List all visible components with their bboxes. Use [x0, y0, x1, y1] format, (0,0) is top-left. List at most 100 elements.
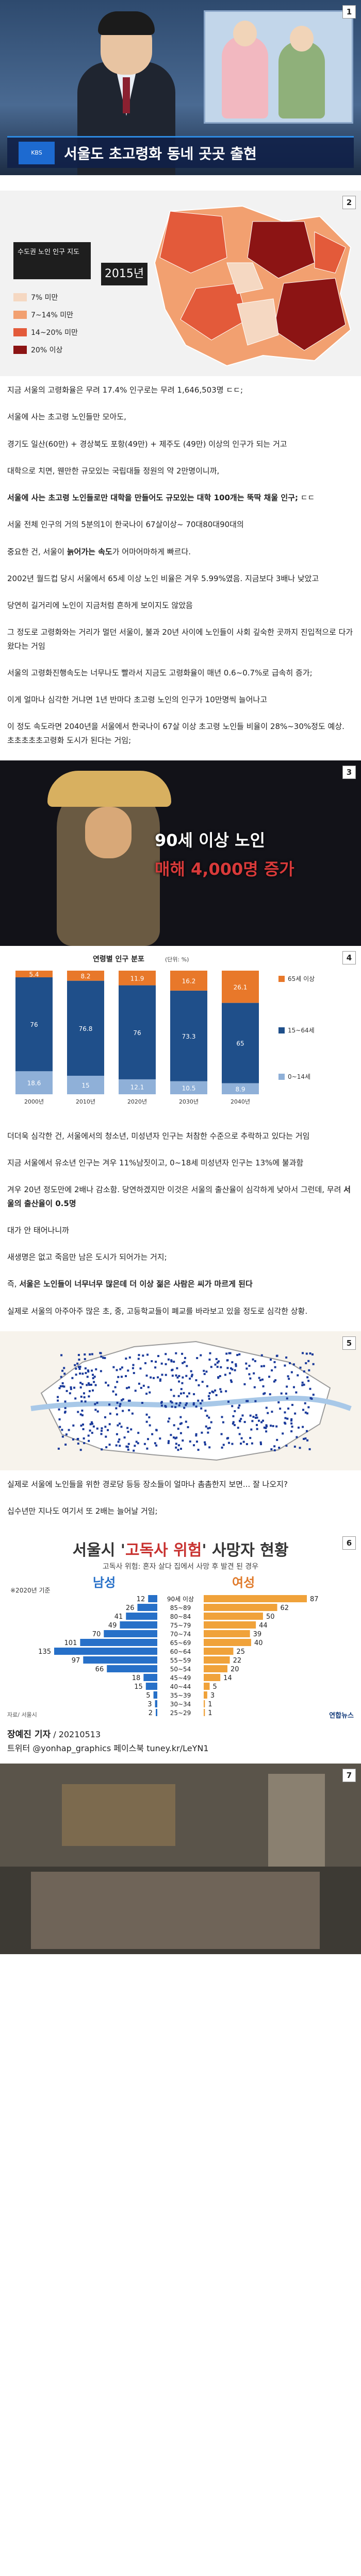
- senior-center-marker: [293, 1445, 296, 1448]
- senior-center-marker: [167, 1420, 170, 1422]
- senior-center-marker: [301, 1352, 304, 1354]
- senior-center-marker: [151, 1360, 153, 1362]
- senior-center-marker: [174, 1405, 177, 1408]
- senior-center-marker: [80, 1424, 83, 1427]
- senior-center-marker: [308, 1369, 310, 1371]
- senior-center-marker: [203, 1369, 205, 1372]
- senior-center-marker: [93, 1381, 95, 1383]
- senior-center-marker: [146, 1447, 149, 1450]
- female-bar: [204, 1604, 277, 1612]
- senior-center-marker: [171, 1374, 174, 1377]
- senior-center-marker: [91, 1431, 93, 1434]
- senior-center-marker: [105, 1381, 107, 1384]
- senior-center-marker: [189, 1377, 191, 1380]
- senior-center-marker: [210, 1365, 212, 1368]
- senior-center-marker: [201, 1380, 204, 1383]
- senior-center-marker: [252, 1358, 254, 1361]
- senior-center-marker: [96, 1427, 99, 1430]
- senior-center-marker: [147, 1438, 150, 1440]
- bar-value-label: 8.9: [235, 1086, 245, 1093]
- elder-figure-a: [222, 36, 268, 118]
- senior-center-marker: [252, 1415, 255, 1418]
- senior-center-marker: [220, 1433, 223, 1435]
- senior-center-marker: [77, 1353, 80, 1356]
- senior-center-marker: [88, 1439, 90, 1442]
- senior-center-marker: [262, 1385, 265, 1387]
- paragraph-text: 서울 전체 인구의 거의 5분의1이 한국나이 67살이상~ 70대80대90대…: [7, 520, 244, 530]
- senior-center-marker: [75, 1367, 77, 1370]
- male-header: 남성: [93, 1575, 116, 1590]
- senior-center-marker: [231, 1405, 234, 1408]
- senior-center-marker: [233, 1423, 236, 1426]
- senior-center-marker: [153, 1377, 155, 1379]
- paragraph: 서울에 사는 초고령 노인들만 모아도,: [7, 410, 354, 423]
- senior-center-marker: [64, 1400, 67, 1403]
- senior-center-marker: [128, 1409, 130, 1411]
- bar-segment: [67, 980, 104, 1076]
- senior-center-marker: [299, 1366, 302, 1369]
- senior-center-marker: [200, 1407, 203, 1410]
- senior-center-marker: [63, 1411, 66, 1414]
- senior-center-marker: [250, 1428, 253, 1431]
- senior-center-marker: [242, 1440, 245, 1443]
- senior-center-marker: [133, 1371, 135, 1374]
- senior-center-marker: [236, 1353, 239, 1356]
- x-tick-label: 2030년: [179, 1098, 199, 1105]
- senior-center-marker: [227, 1442, 230, 1444]
- paragraph-text: 가 어마어마하게 빠르다.: [112, 547, 191, 556]
- paragraph-text: 대가 안 태어나니까: [7, 1225, 69, 1235]
- senior-center-marker: [142, 1354, 144, 1357]
- article-page: KBS 서울도 초고령화 동네 곳곳 출현 1 수도권 노인 인구 지도 201…: [0, 0, 361, 1955]
- senior-center-marker: [104, 1416, 106, 1418]
- senior-center-marker: [226, 1359, 229, 1361]
- senior-center-marker: [137, 1431, 140, 1434]
- senior-center-marker: [78, 1358, 80, 1361]
- senior-center-marker: [273, 1449, 276, 1451]
- female-value-label: 25: [236, 1648, 245, 1656]
- paragraph: 서울의 고령화진행속도는 너무나도 빨라서 지금도 고령화율이 매년 0.6~0…: [7, 666, 354, 680]
- male-value-label: 2: [149, 1709, 153, 1717]
- age-group-label: 75~79: [170, 1622, 191, 1629]
- senior-center-marker: [210, 1421, 212, 1423]
- senior-center-marker: [232, 1421, 235, 1423]
- senior-center-marker: [177, 1395, 180, 1397]
- legend-item: 7% 미만: [13, 289, 78, 306]
- male-value-label: 12: [137, 1596, 145, 1603]
- senior-center-marker: [218, 1360, 220, 1363]
- senior-center-marker: [94, 1403, 96, 1405]
- senior-center-marker: [304, 1402, 306, 1404]
- senior-center-marker: [228, 1352, 231, 1354]
- image-number-badge: 5: [342, 1336, 356, 1350]
- title-suffix: ' 사망자 현황: [202, 1541, 289, 1560]
- senior-center-marker: [88, 1395, 90, 1398]
- senior-center-marker: [245, 1443, 248, 1445]
- senior-center-marker: [91, 1422, 94, 1425]
- male-value-label: 41: [114, 1613, 123, 1621]
- senior-center-marker: [79, 1448, 82, 1451]
- female-bar: [204, 1621, 256, 1629]
- senior-center-marker: [175, 1352, 177, 1354]
- map-legend: 7% 미만 7~14% 미만 14~20% 미만 20% 이상: [13, 289, 78, 359]
- female-value-label: 5: [212, 1683, 217, 1691]
- senior-center-marker: [181, 1352, 184, 1355]
- senior-center-marker: [82, 1423, 85, 1426]
- senior-center-marker: [82, 1428, 85, 1430]
- senior-center-marker: [74, 1397, 77, 1400]
- senior-center-marker: [214, 1363, 217, 1366]
- senior-center-marker: [137, 1358, 140, 1360]
- paragraph: 당연히 길거리에 노인이 지금처럼 흔하게 보이지도 않았음: [7, 599, 354, 612]
- legend-swatch: [278, 1073, 285, 1080]
- senior-center-marker: [125, 1387, 128, 1389]
- paragraph-text: 대학으로 치면, 웬만한 규모있는 국립대들 정원의 약 2만명이니까,: [7, 466, 220, 476]
- senior-center-marker: [123, 1436, 126, 1438]
- senior-center-marker: [61, 1382, 64, 1384]
- senior-center-marker: [157, 1354, 160, 1357]
- senior-center-marker: [275, 1425, 278, 1428]
- senior-center-marker: [117, 1424, 119, 1427]
- senior-center-marker: [294, 1412, 297, 1415]
- legend-item: 7~14% 미만: [13, 306, 78, 324]
- bar-segment: [15, 1071, 53, 1094]
- senior-center-marker: [108, 1443, 111, 1446]
- senior-center-marker: [195, 1405, 198, 1408]
- senior-center-marker: [175, 1446, 177, 1449]
